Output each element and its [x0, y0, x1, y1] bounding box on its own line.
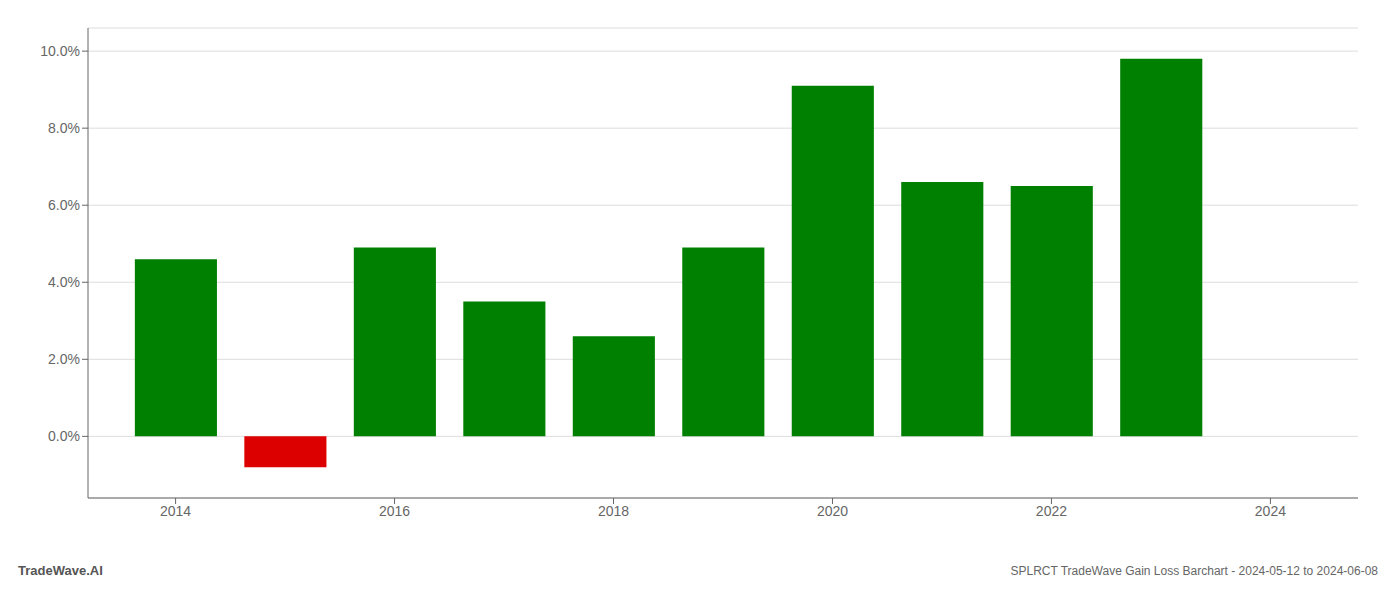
html-text:TradeWave.AI: TradeWave.AI [18, 563, 103, 578]
svg-text:2018: 2018 [598, 503, 629, 519]
svg-text:10.0%: 10.0% [40, 43, 80, 59]
svg-text:0.0%: 0.0% [48, 428, 80, 444]
svg-text:2020: 2020 [817, 503, 848, 519]
svg-text:8.0%: 8.0% [48, 120, 80, 136]
svg-text:2024: 2024 [1255, 503, 1286, 519]
html-text:SPLRCT TradeWave Gain Loss Bar: SPLRCT TradeWave Gain Loss Barchart - 20… [1010, 564, 1378, 578]
svg-text:2022: 2022 [1036, 503, 1067, 519]
svg-text:2014: 2014 [160, 503, 191, 519]
svg-text:2.0%: 2.0% [48, 351, 80, 367]
svg-text:4.0%: 4.0% [48, 274, 80, 290]
svg-text:6.0%: 6.0% [48, 197, 80, 213]
svg-text:2016: 2016 [379, 503, 410, 519]
